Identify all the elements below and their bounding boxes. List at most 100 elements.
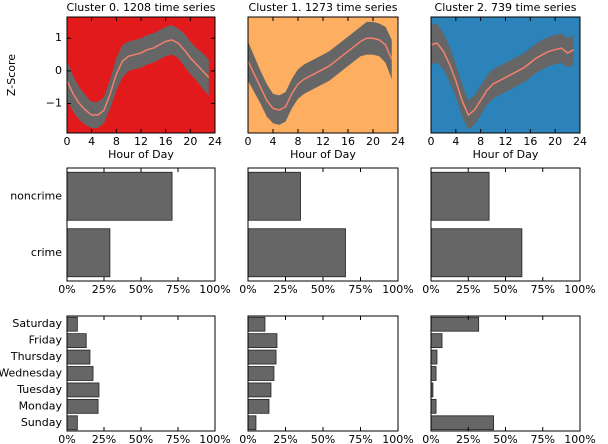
x-tick-label: 8 [113,135,120,148]
x-tick-label: 24 [573,135,587,148]
y-tick-label: Wednesday [0,367,62,380]
x-tick-label: 75% [348,433,372,444]
bar [247,398,270,414]
bar [430,415,494,431]
x-tick-label: 25% [92,433,116,444]
bar [247,382,272,398]
x-tick-label: 100% [199,433,230,444]
bar [66,316,78,332]
x-tick-label: 0% [239,433,256,444]
y-tick-label: Thursday [10,350,63,363]
bar [247,228,346,278]
x-tick-label: 50% [311,433,335,444]
std-band [248,21,392,125]
bar [247,171,301,221]
chart-title: Cluster 1. 1273 time series [249,1,398,14]
x-tick-label: 100% [564,433,595,444]
x-tick-label: 16 [159,135,173,148]
plot-background [431,316,580,431]
x-tick-label: 0 [64,135,71,148]
chart-title: Cluster 0. 1208 time series [67,1,216,14]
x-axis-label: Hour of Day [108,148,174,161]
x-tick-label: 0% [422,433,439,444]
x-axis-label: Hour of Day [473,148,539,161]
plot-frame [430,315,581,432]
x-tick-label: 50% [129,433,153,444]
std-band [431,23,574,130]
plot-frame [247,315,399,432]
plot-frame [247,16,399,134]
plot-frame [247,167,399,282]
x-tick-label: 8 [295,135,302,148]
x-tick-label: 50% [129,283,153,296]
y-tick-label: Saturday [12,317,62,330]
bar [430,316,480,332]
y-tick-label: Monday [19,399,63,412]
bar [247,415,257,431]
x-tick-label: 50% [493,433,517,444]
bar [247,366,275,381]
plot-frame [66,167,216,282]
bar [247,333,278,349]
mean-line [430,42,575,117]
y-tick-label: 0 [55,64,62,77]
x-tick-label: 0% [239,283,256,296]
x-tick-label: 25% [92,283,116,296]
bar [430,349,438,365]
x-tick-label: 4 [452,135,459,148]
x-tick-label: 0% [58,283,75,296]
bar [66,415,78,431]
x-tick-label: 100% [564,283,595,296]
bar [430,333,443,349]
x-axis-label: Hour of Day [290,148,356,161]
y-tick-label: Tuesday [16,383,62,396]
x-tick-label: 4 [270,135,277,148]
x-tick-label: 75% [531,283,555,296]
x-tick-label: 75% [166,433,190,444]
bar [247,316,266,332]
bar [430,366,437,381]
y-axis-label: Z-Score [5,54,18,96]
bar [66,228,111,278]
x-tick-label: 75% [348,283,372,296]
y-tick-label: Sunday [21,416,63,429]
bar [430,228,523,278]
x-tick-label: 0% [58,433,75,444]
x-tick-label: 12 [316,135,330,148]
y-tick-label: noncrime [10,189,62,202]
x-tick-label: 16 [341,135,355,148]
x-tick-label: 0% [422,283,439,296]
plot-frame [66,315,216,432]
x-tick-label: 4 [88,135,95,148]
chart-title: Cluster 2. 739 time series [435,1,577,14]
x-tick-label: 20 [183,135,197,148]
bar [430,171,490,221]
x-tick-label: 75% [531,433,555,444]
mean-line [247,37,393,111]
x-tick-label: 100% [199,283,230,296]
x-tick-label: 12 [499,135,513,148]
bar [430,398,437,414]
bar [66,171,173,221]
plot-frame [430,16,581,134]
x-tick-label: 25% [273,283,297,296]
x-tick-label: 100% [382,283,413,296]
x-tick-label: 20 [548,135,562,148]
x-tick-label: 0 [428,135,435,148]
std-band [67,25,209,129]
x-tick-label: 25% [273,433,297,444]
x-tick-label: 20 [366,135,380,148]
x-tick-label: 25% [456,283,480,296]
x-tick-label: 75% [166,283,190,296]
x-tick-label: 50% [493,283,517,296]
y-tick-label: 1 [55,31,62,44]
x-tick-label: 100% [382,433,413,444]
y-tick-label: Friday [29,334,63,347]
x-tick-label: 16 [523,135,537,148]
bar [247,349,277,365]
x-tick-label: 24 [208,135,222,148]
bar [66,333,87,349]
x-tick-label: 8 [477,135,484,148]
plot-frame [430,167,581,282]
